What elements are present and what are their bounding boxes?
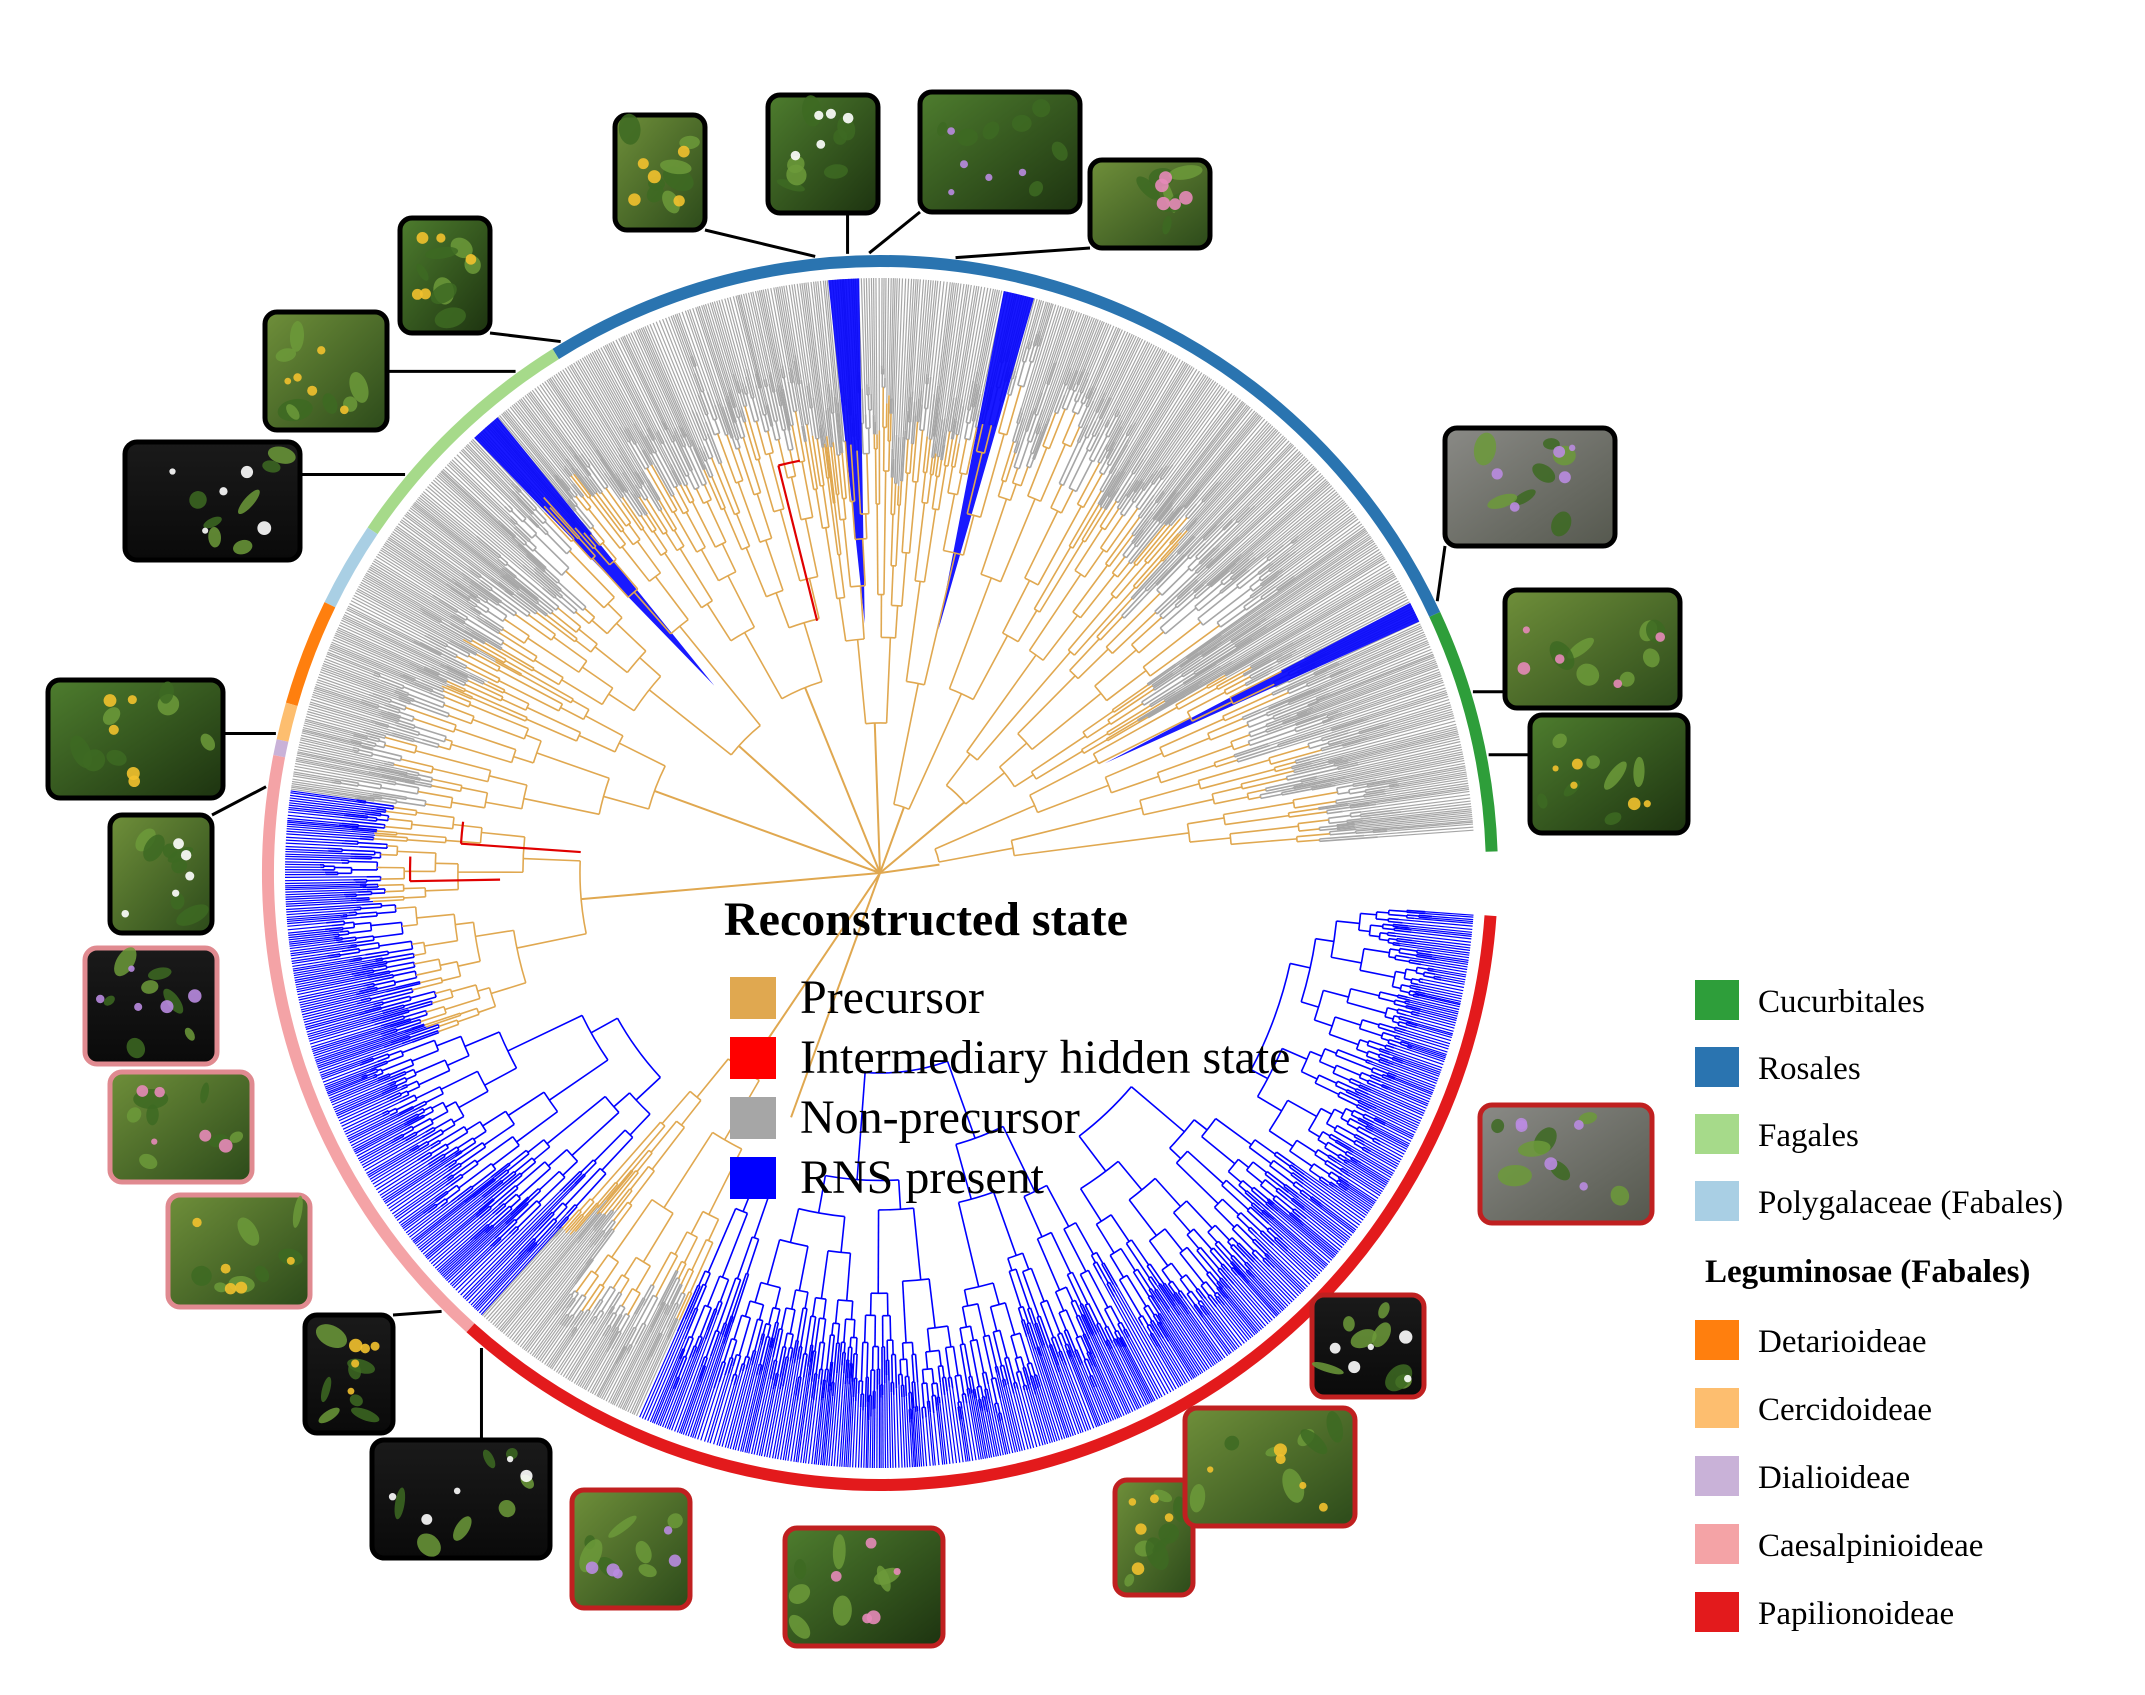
clade-label: Polygalaceae (Fabales): [1758, 1185, 2063, 1221]
plant-photo-icon: [1527, 712, 1691, 836]
clade-swatch: [1695, 1456, 1739, 1496]
leguminosae-heading: Leguminosae (Fabales): [1705, 1254, 2030, 1290]
plant-photo-icon: [82, 945, 220, 1067]
ring-segment-rosales: [552, 255, 1441, 617]
plant-photo-icon: [369, 1437, 553, 1561]
clade-label: Caesalpinioideae: [1758, 1528, 1983, 1564]
clade-label: Rosales: [1758, 1051, 1861, 1087]
clade-legend-item-cercidoideae: Cercidoideae: [1695, 1388, 1932, 1428]
tree-branches-non-precursor: [290, 277, 1474, 1417]
reconstructed-state-legend: Reconstructed state Precursor Intermediar…: [724, 893, 1290, 1204]
legend-label: Non-precursor: [800, 1091, 1080, 1144]
plant-photo-icon: [917, 89, 1083, 215]
clade-swatch: [1695, 1114, 1739, 1154]
ring-segment-polygalaceae-fabales-: [324, 527, 378, 608]
clade-legend-item-cucurbitales: Cucurbitales: [1695, 980, 1925, 1020]
legend-swatch: [730, 977, 776, 1019]
clade-swatch: [1695, 1388, 1739, 1428]
clade-swatch: [1695, 1181, 1739, 1221]
tree-branches-intermediary: [408, 459, 819, 883]
clade-ring: [261, 255, 1498, 1491]
plant-photo-icon: [45, 677, 226, 801]
plant-photo-icon: [765, 92, 881, 216]
clade-label: Cercidoideae: [1758, 1392, 1932, 1428]
photo-connectors: [211, 210, 1530, 1440]
clade-legend-item-polygalaceae-fabales-: Polygalaceae (Fabales): [1695, 1181, 2063, 1221]
clade-swatch: [1695, 1047, 1739, 1087]
photo-connector: [1435, 545, 1447, 602]
legend-label: RNS present: [800, 1151, 1045, 1204]
ring-segment-cercidoideae: [276, 702, 298, 742]
photo-connector: [489, 331, 561, 344]
clade-legend-item-fagales: Fagales: [1695, 1114, 1859, 1154]
photo-connector: [392, 1309, 442, 1317]
photo-connector: [211, 785, 267, 817]
clade-legend-item-papilionoideae: Papilionoideae: [1695, 1592, 1954, 1632]
clade-legend-item-detarioideae: Detarioideae: [1695, 1320, 1927, 1360]
legend-label: Precursor: [800, 971, 984, 1024]
plant-photo-icon: [107, 812, 215, 936]
tree-branches-rns-present: [284, 278, 1474, 1469]
legend-label: Intermediary hidden state: [800, 1031, 1290, 1084]
plant-photo-icon: [122, 439, 303, 563]
reconstructed-legend-title: Reconstructed state: [724, 893, 1128, 946]
clade-label: Fagales: [1758, 1118, 1859, 1154]
plant-photo-icon: [397, 215, 493, 336]
legend-item-precursor: Precursor: [730, 971, 984, 1024]
legend-item-intermediary-hidden-state: Intermediary hidden state: [730, 1031, 1290, 1084]
legend-swatch: [730, 1157, 776, 1199]
photo-connector: [955, 246, 1091, 260]
ring-segment-detarioideae: [285, 602, 336, 706]
ring-segment-papilionoideae: [466, 915, 1497, 1491]
clade-legend: Cucurbitales Rosales Fagales Polygalaceae (…: [1695, 980, 2063, 1632]
legend-swatch: [730, 1097, 776, 1139]
legend-swatch: [730, 1037, 776, 1079]
photo-connector: [704, 228, 816, 258]
plant-photos: [45, 89, 1691, 1649]
ring-segment-caesalpinioideae: [261, 755, 475, 1333]
ring-segment-dialioideae: [273, 739, 289, 758]
photo-connector: [868, 210, 921, 255]
clade-label: Papilionoideae: [1758, 1596, 1954, 1632]
plant-photo-icon: [165, 1192, 313, 1310]
clade-swatch: [1695, 1524, 1739, 1564]
plant-photo-icon: [1442, 425, 1618, 549]
plant-photo-icon: [262, 309, 390, 433]
plant-photo-icon: [1502, 587, 1683, 711]
tree-branches-precursor: [369, 385, 1338, 1321]
ring-segment-fagales: [367, 348, 559, 535]
plant-photo-icon: [1112, 1477, 1196, 1598]
clade-label: Detarioideae: [1758, 1324, 1927, 1360]
clade-label: Dialioideae: [1758, 1460, 1910, 1496]
plant-photo-icon: [612, 112, 708, 233]
plant-photo-icon: [107, 1069, 255, 1185]
clade-swatch: [1695, 1320, 1739, 1360]
clade-legend-item-dialioideae: Dialioideae: [1695, 1456, 1910, 1496]
plant-photo-icon: [1087, 157, 1213, 251]
plant-photo-icon: [782, 1525, 946, 1649]
clade-swatch: [1695, 1592, 1739, 1632]
legend-item-rns-present: RNS present: [730, 1151, 1045, 1204]
plant-photo-icon: [1477, 1102, 1655, 1226]
legend-item-non-precursor: Non-precursor: [730, 1091, 1080, 1144]
clade-legend-item-rosales: Rosales: [1695, 1047, 1861, 1087]
clade-legend-item-caesalpinioideae: Caesalpinioideae: [1695, 1524, 1983, 1564]
plant-photo-icon: [302, 1312, 396, 1436]
plant-photo-icon: [1309, 1292, 1427, 1400]
plant-photo-icon: [569, 1487, 693, 1611]
plant-photo-icon: [1182, 1405, 1358, 1529]
ring-segment-cucurbitales: [1429, 611, 1498, 852]
clade-label: Cucurbitales: [1758, 984, 1925, 1020]
clade-swatch: [1695, 980, 1739, 1020]
